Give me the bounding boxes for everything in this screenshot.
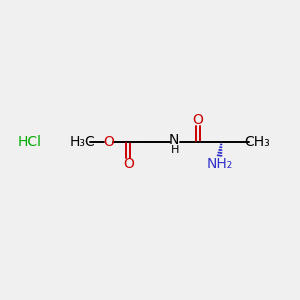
Text: O: O [103, 135, 114, 149]
Text: N: N [169, 133, 179, 147]
Text: H: H [171, 145, 179, 155]
Text: NH₂: NH₂ [206, 157, 232, 171]
Text: HCl: HCl [17, 135, 41, 149]
Text: O: O [192, 113, 203, 127]
Text: O: O [123, 157, 134, 171]
Text: H₃C: H₃C [70, 135, 95, 149]
Text: CH₃: CH₃ [244, 135, 270, 149]
